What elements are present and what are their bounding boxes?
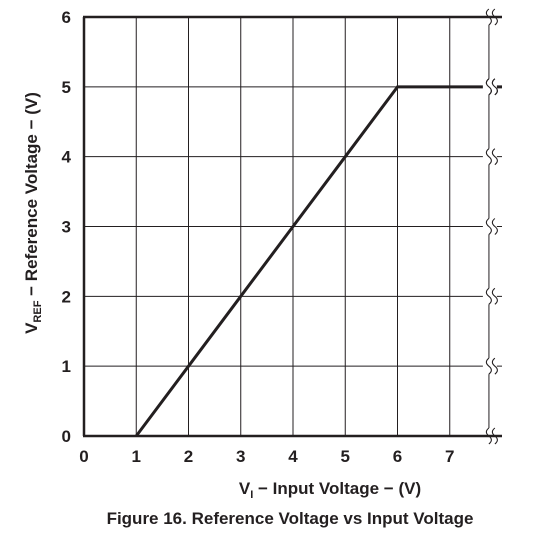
break-mark (491, 287, 498, 305)
y-tick-labels: 0 1 2 3 4 5 6 (62, 8, 72, 446)
plot-frame (82, 15, 502, 438)
series-layer (135, 78, 502, 437)
y-tick-label: 2 (62, 287, 71, 306)
x-tick-label: 1 (132, 447, 141, 466)
y-tick-label: 4 (62, 148, 72, 167)
break-mark (485, 357, 492, 375)
x-tick-label: 5 (341, 447, 350, 466)
y-axis-label: VREF − Reference Voltage − (V) (22, 92, 44, 334)
x-tick-label: 6 (393, 447, 402, 466)
x-tick-label: 4 (288, 447, 298, 466)
x-tick-label: 2 (184, 447, 193, 466)
figure-title: Figure 16. Reference Voltage vs Input Vo… (107, 509, 474, 528)
x-axis-label: VI − Input Voltage − (V) (239, 479, 421, 501)
break-mark (485, 218, 492, 235)
y-tick-label: 0 (62, 427, 71, 446)
y-tick-label: 3 (62, 218, 71, 237)
y-tick-label: 6 (62, 8, 71, 27)
y-tick-label: 1 (62, 357, 71, 376)
break-mark (491, 218, 498, 235)
break-mark (491, 357, 498, 375)
series-line (135, 85, 502, 437)
x-tick-label: 0 (79, 447, 88, 466)
break-mark (485, 148, 492, 166)
y-tick-label: 5 (62, 78, 71, 97)
x-tick-label: 3 (236, 447, 245, 466)
break-mark (491, 78, 498, 96)
x-tick-label: 7 (445, 447, 454, 466)
axis-break-marks (482, 8, 498, 445)
break-gap (482, 83, 497, 90)
break-mark (491, 148, 498, 166)
break-mark (485, 78, 492, 96)
break-mark (485, 287, 492, 305)
x-tick-labels: 0 1 2 3 4 5 6 7 (79, 447, 454, 466)
